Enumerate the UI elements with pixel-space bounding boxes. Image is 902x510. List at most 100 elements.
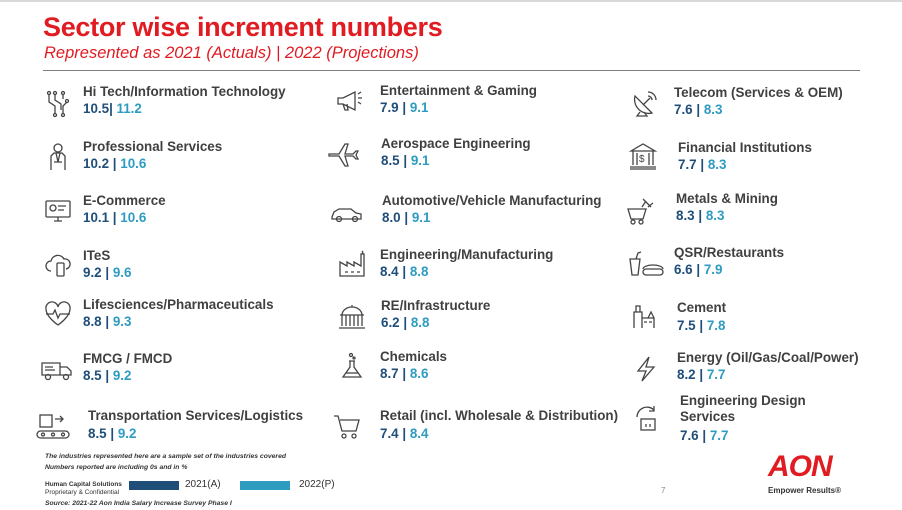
circuit-icon <box>43 88 73 118</box>
source-note: Source: 2021-22 Aon India Salary Increas… <box>45 500 232 507</box>
sector-name: QSR/Restaurants <box>674 245 785 260</box>
sector-name: Hi Tech/Information Technology <box>83 84 286 99</box>
value-separator: | <box>109 101 117 116</box>
delivery-truck-icon <box>40 353 74 383</box>
value-2022: 8.8 <box>410 315 430 330</box>
sector-name: Energy (Oil/Gas/Coal/Power) <box>677 350 859 365</box>
sector-values: 10.2 | 10.6 <box>83 156 146 171</box>
title-divider <box>43 70 860 71</box>
value-2022: 9.3 <box>112 314 132 329</box>
value-2021: 8.5 <box>88 426 107 441</box>
value-2022: 11.2 <box>116 101 142 116</box>
value-2022: 8.4 <box>409 426 429 441</box>
car-icon <box>330 199 364 229</box>
value-2022: 9.2 <box>112 368 132 383</box>
value-2022: 8.3 <box>703 102 723 117</box>
value-2022: 8.8 <box>409 264 429 279</box>
sector-name: RE/Infrastructure <box>381 298 491 313</box>
value-2022: 7.7 <box>709 428 729 443</box>
sector-values: 8.4 | 8.8 <box>380 264 428 279</box>
sector-values: 10.1 | 10.6 <box>83 210 146 225</box>
value-separator: | <box>398 366 410 381</box>
sector-name: Telecom (Services & OEM) <box>674 85 843 100</box>
value-separator: | <box>398 100 410 115</box>
value-2021: 8.3 <box>676 208 695 223</box>
logo-text: AON <box>768 450 833 483</box>
value-2021: 10.1 <box>83 210 110 225</box>
value-2022: 10.6 <box>120 156 147 171</box>
value-2021: 7.9 <box>380 100 399 115</box>
value-2022: 9.1 <box>410 153 430 168</box>
heartbeat-icon <box>43 299 73 329</box>
page-number: 7 <box>661 486 666 495</box>
value-separator: | <box>692 102 704 117</box>
value-separator: | <box>695 367 707 382</box>
value-2022: 7.8 <box>706 318 726 333</box>
cloud-device-icon <box>43 249 73 279</box>
sector-values: 8.5 | 9.2 <box>88 426 136 441</box>
aon-logo: AON <box>768 450 833 483</box>
page-title: Sector wise increment numbers <box>43 12 443 42</box>
bank-icon: $ <box>628 141 658 171</box>
value-separator: | <box>694 208 706 223</box>
sector-values: 7.9 | 9.1 <box>380 100 428 115</box>
value-2022: 8.3 <box>707 157 727 172</box>
sector-name: FMCG / FMCD <box>83 351 173 366</box>
sector-name: Aerospace Engineering <box>381 136 531 151</box>
factory-icon <box>337 248 367 278</box>
confidentiality-label: Proprietary & Confidential <box>45 489 120 496</box>
building-dome-icon <box>337 301 367 331</box>
value-separator: | <box>692 262 704 277</box>
value-separator: | <box>106 426 118 441</box>
sector-values: 9.2 | 9.6 <box>83 265 131 280</box>
sector-values: 8.7 | 8.6 <box>380 366 428 381</box>
value-separator: | <box>398 426 410 441</box>
sector-values: 7.6 | 8.3 <box>674 102 722 117</box>
value-separator: | <box>698 428 710 443</box>
sector-name: Chemicals <box>380 349 447 364</box>
value-2021: 8.2 <box>677 367 696 382</box>
value-separator: | <box>398 264 410 279</box>
legend-swatch-2022 <box>240 481 290 490</box>
value-separator: | <box>696 157 708 172</box>
sector-name: E-Commerce <box>83 193 166 208</box>
conveyor-icon <box>35 411 71 441</box>
airplane-icon <box>327 140 361 170</box>
value-2021: 8.5 <box>381 153 400 168</box>
value-2022: 9.1 <box>409 100 429 115</box>
top-divider <box>0 0 902 2</box>
sector-name: Automotive/Vehicle Manufacturing <box>382 193 602 208</box>
megaphone-icon <box>335 86 365 116</box>
sector-name: Lifesciences/Pharmaceuticals <box>83 297 274 312</box>
value-2022: 9.2 <box>117 426 137 441</box>
design-tool-icon <box>633 403 663 433</box>
value-2021: 8.4 <box>380 264 399 279</box>
sector-values: 7.7 | 8.3 <box>678 157 726 172</box>
value-2022: 9.1 <box>411 210 431 225</box>
value-2021: 8.7 <box>380 366 399 381</box>
sector-values: 8.0 | 9.1 <box>382 210 430 225</box>
value-2021: 7.6 <box>680 428 699 443</box>
sector-name: ITeS <box>83 248 111 263</box>
fast-food-icon <box>627 249 665 279</box>
sector-values: 8.2 | 7.7 <box>677 367 725 382</box>
legend-label-2022: 2022(P) <box>299 479 335 490</box>
brand-name: Human Capital Solutions <box>45 481 122 488</box>
cement-plant-icon <box>630 300 660 330</box>
footnote-numbers: Numbers reported are including 0s and in… <box>45 464 188 471</box>
value-2021: 8.0 <box>382 210 401 225</box>
sector-name: Engineering/Manufacturing <box>380 247 554 262</box>
value-2022: 7.9 <box>703 262 723 277</box>
sector-name: Entertainment & Gaming <box>380 83 537 98</box>
sector-values: 8.3 | 8.3 <box>676 208 724 223</box>
value-2021: 7.4 <box>380 426 399 441</box>
value-separator: | <box>695 318 707 333</box>
sector-values: 7.4 | 8.4 <box>380 426 428 441</box>
sector-name: Retail (incl. Wholesale & Distribution) <box>380 408 619 423</box>
legend-label-2021: 2021(A) <box>185 479 221 490</box>
legend-swatch-2021 <box>129 481 179 490</box>
value-2022: 8.3 <box>705 208 725 223</box>
mining-cart-icon <box>625 197 655 227</box>
sector-name: Cement <box>677 300 727 315</box>
value-2021: 7.5 <box>677 318 696 333</box>
